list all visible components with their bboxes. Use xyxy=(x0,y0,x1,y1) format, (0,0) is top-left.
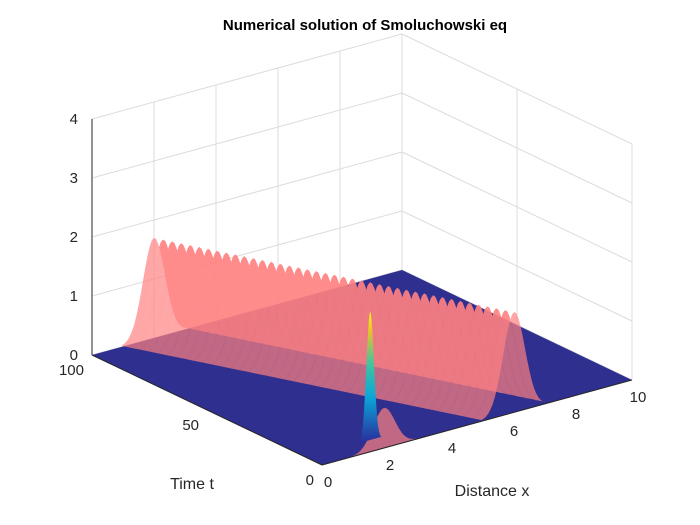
chart-title: Numerical solution of Smoluchowski eq xyxy=(223,17,507,34)
surface-travelling-strip xyxy=(454,306,529,417)
grid-line xyxy=(91,151,403,238)
y-tick-label: 50 xyxy=(182,417,199,434)
y-axis-label: Time t xyxy=(170,476,214,493)
x-axis-line xyxy=(321,379,633,466)
x-tick-label: 2 xyxy=(386,457,394,474)
surface-plot xyxy=(92,237,632,465)
z-tick-label: 4 xyxy=(70,111,78,128)
x-tick-label: 8 xyxy=(572,406,580,423)
surface-travelling-strip xyxy=(445,304,520,415)
surface-initial-pulse xyxy=(351,407,417,457)
z-tick-label: 2 xyxy=(70,229,78,246)
z-tick-label: 1 xyxy=(70,288,78,305)
y-tick-label: 100 xyxy=(59,362,84,379)
y-tick-label: 0 xyxy=(306,472,314,489)
grid-line xyxy=(401,33,633,145)
surface-travelling-strip xyxy=(472,310,547,421)
x-tick-label: 10 xyxy=(630,389,647,406)
grid-line xyxy=(91,92,403,179)
grid-line xyxy=(401,151,633,263)
surface-drifting-peak xyxy=(359,311,382,443)
surface-travelling-strip xyxy=(463,308,538,419)
z-tick-label: 3 xyxy=(70,170,78,187)
axes-lines xyxy=(91,119,633,466)
z-tick-label: 0 xyxy=(70,347,78,364)
x-tick-label: 0 xyxy=(324,474,332,491)
x-axis-label: Distance x xyxy=(455,483,530,500)
grid-line xyxy=(401,92,633,204)
x-tick-label: 6 xyxy=(510,423,518,440)
x-tick-label: 4 xyxy=(448,440,456,457)
grid-line xyxy=(91,33,403,120)
y-axis-line xyxy=(91,354,323,466)
grid-line xyxy=(401,210,633,322)
